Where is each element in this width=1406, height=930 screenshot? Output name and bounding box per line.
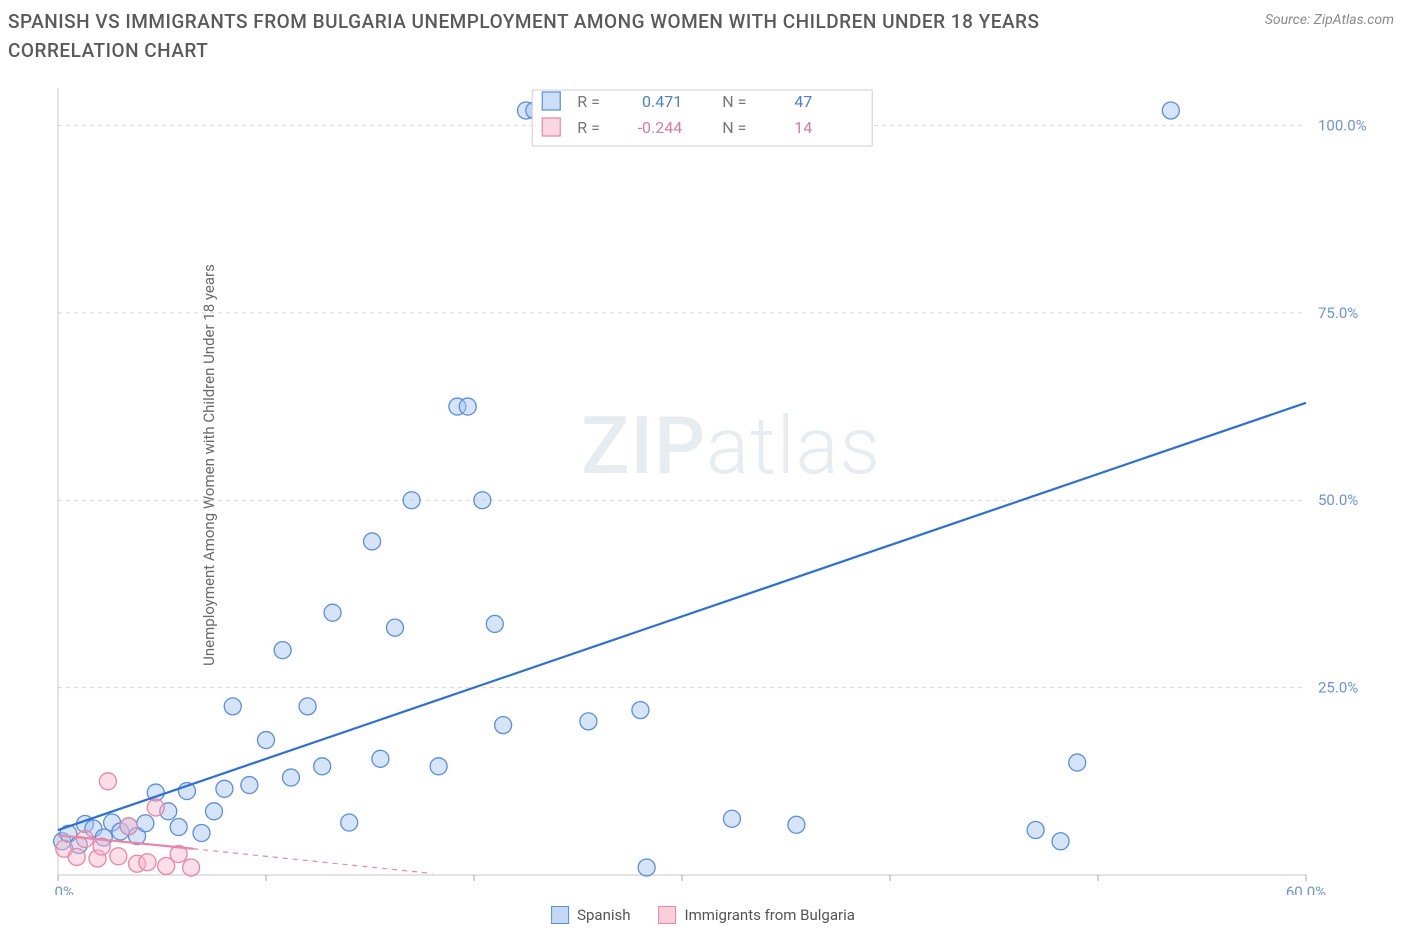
svg-text:R =: R =: [577, 118, 600, 137]
data-point: [282, 769, 299, 786]
stats-swatch: [542, 118, 560, 136]
legend-item-bulgaria: Immigrants from Bulgaria: [659, 906, 855, 924]
data-point: [1069, 754, 1086, 771]
data-point: [723, 810, 740, 827]
legend-item-spanish: Spanish: [551, 906, 630, 924]
scatter-plot: 25.0% 50.0% 75.0% 100.0% 0.0% 60.0% R = 0.471 N …: [50, 80, 1376, 895]
data-point: [386, 619, 403, 636]
svg-text:R =: R =: [577, 92, 600, 111]
svg-text:25.0%: 25.0%: [1318, 679, 1358, 697]
svg-text:75.0%: 75.0%: [1318, 304, 1358, 322]
stats-swatch: [542, 92, 560, 110]
data-point: [324, 604, 341, 621]
svg-text:N =: N =: [722, 92, 746, 111]
data-point: [638, 859, 655, 876]
legend-label-bulgaria: Immigrants from Bulgaria: [685, 906, 855, 924]
svg-text:14: 14: [794, 118, 812, 137]
data-point: [258, 732, 275, 749]
data-point: [120, 818, 137, 835]
data-point: [99, 773, 116, 790]
source-attribution: Source: ZipAtlas.com: [1265, 12, 1394, 28]
data-point: [430, 758, 447, 775]
data-point: [1052, 833, 1069, 850]
legend-label-spanish: Spanish: [577, 906, 630, 924]
trend-line-spanish: [58, 403, 1306, 830]
data-point: [364, 533, 381, 550]
chart-area: 25.0% 50.0% 75.0% 100.0% 0.0% 60.0% R = 0.471 N …: [50, 80, 1376, 895]
svg-text:60.0%: 60.0%: [1286, 883, 1326, 895]
data-point: [632, 702, 649, 719]
data-point: [147, 799, 164, 816]
data-point: [788, 816, 805, 833]
data-point: [170, 819, 187, 836]
legend: Spanish Immigrants from Bulgaria: [551, 906, 855, 924]
data-point: [486, 615, 503, 632]
data-point: [314, 758, 331, 775]
svg-text:50.0%: 50.0%: [1318, 491, 1358, 509]
data-point: [474, 492, 491, 509]
data-point: [341, 814, 358, 831]
header-row: SPANISH VS IMMIGRANTS FROM BULGARIA UNEM…: [8, 8, 1394, 65]
svg-text:0.0%: 0.0%: [50, 883, 74, 895]
data-point: [495, 717, 512, 734]
data-point: [1027, 822, 1044, 839]
data-point: [224, 698, 241, 715]
legend-swatch-pink: [659, 906, 677, 924]
data-point: [459, 398, 476, 415]
trend-line-bulgaria-ext: [193, 849, 432, 874]
data-point: [137, 815, 154, 832]
data-point: [139, 854, 156, 871]
data-point: [403, 492, 420, 509]
chart-title: SPANISH VS IMMIGRANTS FROM BULGARIA UNEM…: [8, 8, 1158, 65]
data-point: [206, 803, 223, 820]
data-point: [299, 698, 316, 715]
svg-text:N =: N =: [722, 118, 746, 137]
svg-text:100.0%: 100.0%: [1318, 116, 1367, 134]
svg-text:0.471: 0.471: [642, 92, 682, 111]
data-point: [241, 777, 258, 794]
data-point: [1162, 102, 1179, 119]
data-point: [110, 848, 127, 865]
data-point: [68, 849, 85, 866]
svg-text:-0.244: -0.244: [638, 118, 683, 137]
data-point: [183, 859, 200, 876]
data-point: [372, 750, 389, 767]
data-point: [216, 780, 233, 797]
data-point: [274, 642, 291, 659]
data-point: [193, 825, 210, 842]
svg-text:47: 47: [794, 92, 812, 111]
legend-swatch-blue: [551, 906, 569, 924]
data-point: [580, 713, 597, 730]
